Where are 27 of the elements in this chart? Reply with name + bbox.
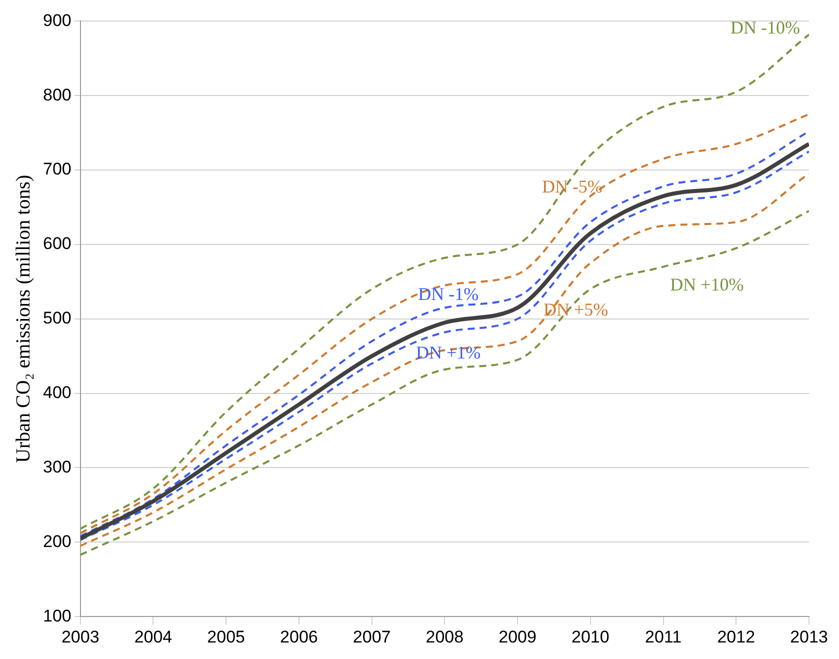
x-tick-label: 2007 [352,627,391,646]
x-tick-label: 2009 [498,627,536,646]
x-tick-label: 2012 [717,627,756,646]
x-tick-label: 2005 [207,627,246,646]
y-tick-label: 500 [42,308,72,328]
x-tick-label: 2004 [134,627,172,646]
y-tick-label: 600 [42,234,72,254]
series-label: DN +5% [544,299,608,320]
series-label: DN +10% [670,274,744,294]
y-axis-title: Urban CO₂ emissions (million tons) [12,174,34,463]
x-tick-label: 2011 [644,627,682,646]
series-label: DN -5% [542,176,602,196]
series-label: DN -10% [730,18,800,38]
x-tick-label: 2013 [790,627,828,646]
x-tick-label: 2003 [61,627,100,646]
y-tick-label: 800 [42,85,72,104]
x-tick-label: 2010 [571,627,610,646]
y-tick-label: 100 [42,606,72,626]
y-tick-label: 200 [42,532,72,551]
x-tick-label: 2008 [426,627,464,646]
y-tick-label: 900 [42,10,72,30]
y-tick-label: 400 [42,383,72,402]
y-tick-label: 700 [42,160,72,179]
x-tick-label: 2006 [280,627,318,646]
series-label: DN -1% [418,284,479,304]
y-tick-label: 300 [42,457,72,476]
series-label: DN +1% [416,342,481,362]
